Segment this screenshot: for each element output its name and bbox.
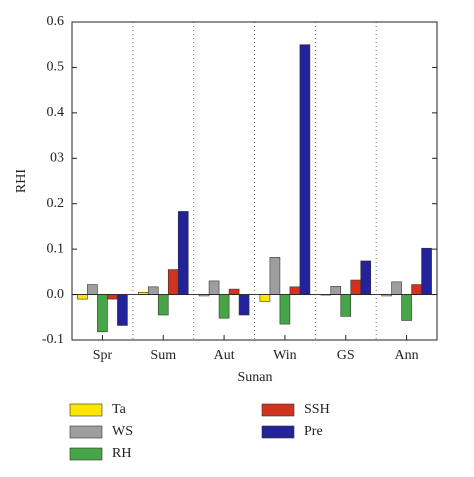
y-tick-label: 0.1 (47, 241, 65, 256)
bar (411, 284, 422, 295)
bar (218, 294, 230, 319)
y-tick-label: 0.2 (47, 196, 65, 211)
bar (269, 257, 281, 295)
y-tick-label: 0.4 (47, 105, 65, 120)
x-tick-label: Sum (150, 348, 176, 363)
y-axis-label: RHI (14, 169, 29, 193)
bar (97, 294, 108, 333)
bar (238, 294, 250, 316)
bar (157, 294, 169, 316)
plot-frame (71, 21, 438, 341)
bar (117, 294, 128, 326)
bar (167, 269, 179, 295)
bar (330, 286, 342, 295)
bar (87, 284, 98, 295)
bar (421, 247, 432, 295)
x-tick-label: Win (273, 348, 297, 363)
bar (259, 294, 271, 302)
legend-swatch (261, 403, 295, 417)
bar (147, 286, 159, 295)
bar (299, 44, 311, 295)
bar (360, 260, 372, 295)
legend-label: WS (112, 424, 133, 439)
bar (350, 279, 362, 295)
legend-swatch (69, 403, 103, 417)
legend-swatch (69, 425, 103, 439)
bar (391, 281, 402, 295)
x-tick-label: Aut (214, 348, 235, 363)
bar (289, 286, 301, 295)
y-tick-label: 03 (50, 151, 64, 166)
legend-label: Pre (304, 424, 323, 439)
y-tick-label: 0.0 (47, 287, 65, 302)
y-tick-label: 0.6 (47, 14, 65, 29)
bar (77, 294, 88, 300)
bar (228, 288, 240, 295)
bar (279, 294, 291, 325)
x-axis-label: Sunan (238, 370, 273, 385)
legend-label: SSH (304, 402, 330, 417)
bar (208, 280, 220, 295)
legend-swatch (261, 425, 295, 439)
y-tick-label: 0.5 (47, 60, 65, 75)
y-tick-label: -0.1 (42, 332, 64, 347)
x-tick-label: Spr (93, 348, 113, 363)
bar (340, 294, 352, 317)
bar (177, 211, 189, 295)
legend-label: RH (112, 446, 131, 461)
x-tick-label: Ann (395, 348, 419, 363)
x-tick-label: GS (337, 348, 355, 363)
bar (107, 294, 118, 300)
legend-label: Ta (112, 402, 127, 417)
bar (401, 294, 412, 321)
legend-swatch (69, 447, 103, 461)
